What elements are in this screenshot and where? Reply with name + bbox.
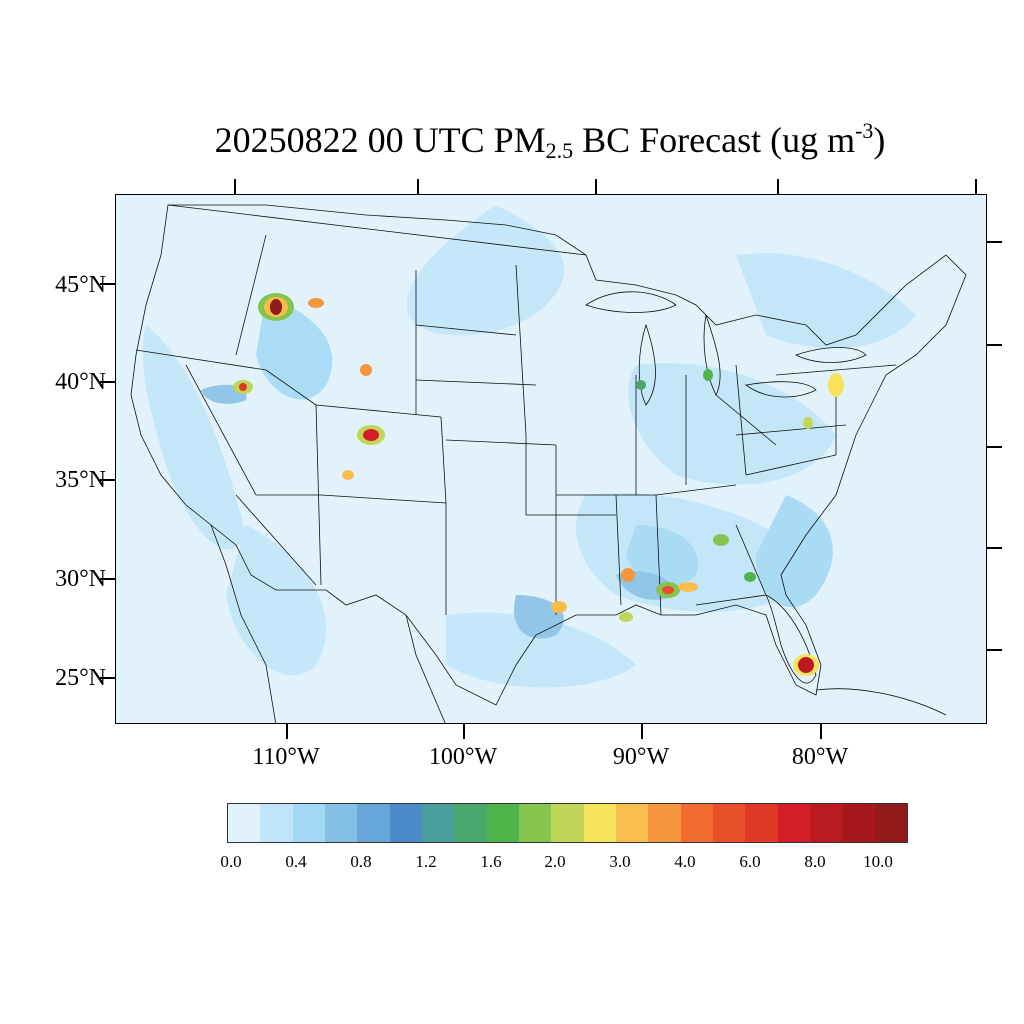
tick xyxy=(234,179,236,194)
tick xyxy=(987,446,1002,448)
lat-label-30n: 30°N xyxy=(55,566,106,592)
colorbar-swatch xyxy=(842,804,875,842)
tick xyxy=(987,547,1002,549)
colorbar-swatch xyxy=(551,804,584,842)
colorbar-label: 3.0 xyxy=(609,852,631,871)
tick xyxy=(987,649,1002,651)
tick xyxy=(100,283,115,285)
colorbar-swatch xyxy=(454,804,487,842)
colorbar-swatch xyxy=(809,804,843,842)
colorbar-label: 10.0 xyxy=(863,852,893,871)
colorbar-swatch xyxy=(615,804,649,842)
lon-label-80w: 80°W xyxy=(791,744,849,770)
colorbar-swatch xyxy=(745,804,778,842)
colorbar-label: 1.2 xyxy=(415,852,437,871)
colorbar-label: 0.0 xyxy=(220,852,242,871)
colorbar-swatch xyxy=(777,804,810,842)
hotspot-markers xyxy=(233,293,844,676)
lat-label-40n: 40°N xyxy=(55,369,106,395)
colorbar-swatch xyxy=(486,804,519,842)
lat-label-35n: 35°N xyxy=(55,467,106,493)
tick xyxy=(595,179,597,194)
colorbar-label: 6.0 xyxy=(739,852,761,871)
colorbar xyxy=(227,803,908,843)
tick xyxy=(820,724,822,739)
colorbar-swatch xyxy=(292,804,325,842)
map-title: 20250822 00 UTC PM2.5 BC Forecast (ug m-… xyxy=(214,118,886,163)
tick xyxy=(641,724,643,739)
colorbar-label: 0.8 xyxy=(350,852,372,871)
tick xyxy=(100,578,115,580)
tick xyxy=(777,179,779,194)
colorbar-swatch xyxy=(324,804,358,842)
lon-label-90w: 90°W xyxy=(612,744,670,770)
forecast-map xyxy=(115,194,987,724)
tick xyxy=(100,677,115,679)
colorbar-label: 1.6 xyxy=(480,852,502,871)
colorbar-swatch xyxy=(583,804,616,842)
colorbar-swatch xyxy=(648,804,681,842)
colorbar-swatch xyxy=(874,804,907,842)
colorbar-swatch xyxy=(357,804,390,842)
lon-label-100w: 100°W xyxy=(428,744,498,770)
lat-label-45n: 45°N xyxy=(55,272,106,298)
colorbar-swatch xyxy=(518,804,552,842)
tick xyxy=(100,479,115,481)
colorbar-label: 0.4 xyxy=(285,852,307,871)
tick xyxy=(286,724,288,739)
colorbar-swatch xyxy=(421,804,455,842)
lat-label-25n: 25°N xyxy=(55,665,106,691)
colorbar-label: 2.0 xyxy=(544,852,566,871)
colorbar-swatch xyxy=(260,804,293,842)
tick xyxy=(987,241,1002,243)
colorbar-label: 4.0 xyxy=(674,852,696,871)
map-canvas xyxy=(130,204,967,723)
colorbar-swatch xyxy=(389,804,422,842)
tick xyxy=(975,179,977,194)
lon-label-110w: 110°W xyxy=(252,744,320,770)
colorbar-swatch xyxy=(228,804,261,842)
tick xyxy=(100,381,115,383)
tick xyxy=(417,179,419,194)
smoke-plumes xyxy=(142,205,916,688)
colorbar-label: 8.0 xyxy=(804,852,826,871)
tick xyxy=(987,344,1002,346)
colorbar-swatch xyxy=(680,804,713,842)
colorbar-swatch xyxy=(712,804,746,842)
tick xyxy=(463,724,465,739)
